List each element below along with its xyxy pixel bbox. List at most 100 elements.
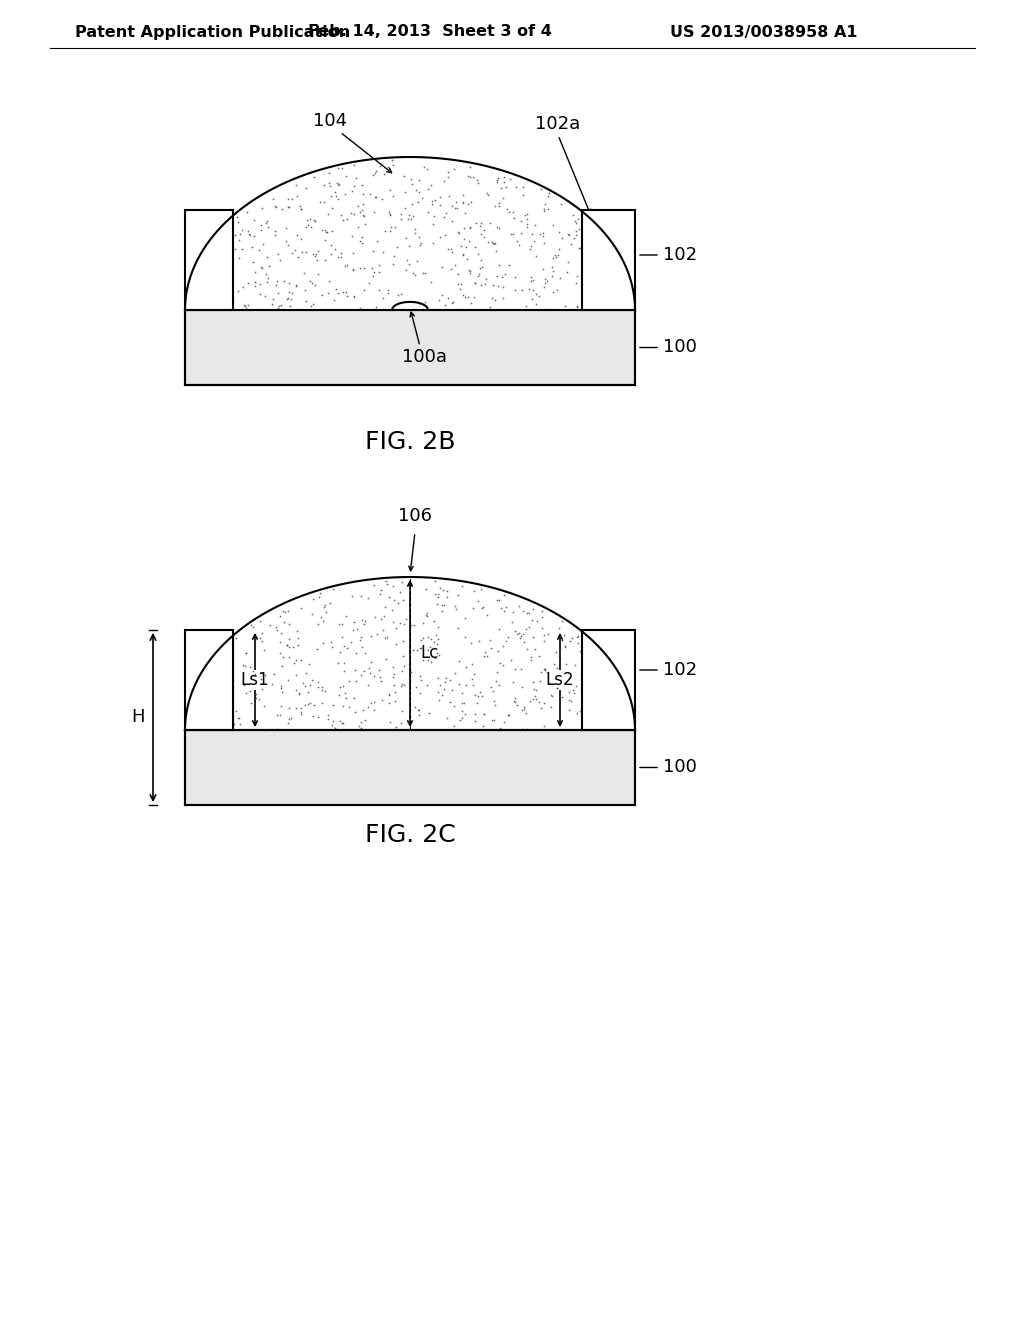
Point	[316, 176, 333, 197]
Point	[489, 640, 506, 661]
Point	[554, 686, 570, 708]
Point	[437, 672, 454, 693]
Point	[421, 702, 437, 723]
Point	[371, 261, 387, 282]
Point	[356, 660, 373, 681]
Point	[188, 709, 205, 730]
Point	[335, 675, 351, 696]
Point	[467, 684, 483, 705]
Point	[476, 704, 493, 725]
Point	[231, 223, 248, 244]
Point	[327, 718, 343, 739]
Point	[379, 573, 395, 594]
Point	[282, 296, 298, 317]
Point	[486, 232, 503, 253]
Point	[374, 690, 390, 711]
Point	[247, 272, 263, 293]
Point	[372, 667, 388, 688]
Point	[360, 696, 377, 717]
Point	[225, 231, 242, 252]
Point	[393, 713, 410, 734]
Point	[280, 669, 296, 690]
Point	[455, 243, 471, 264]
Point	[435, 170, 452, 191]
Point	[545, 260, 561, 281]
Point	[278, 230, 294, 251]
Point	[492, 652, 508, 673]
Point	[273, 198, 290, 219]
Point	[205, 688, 221, 709]
Point	[420, 178, 436, 199]
Point	[457, 704, 473, 725]
Point	[183, 281, 200, 302]
Point	[305, 294, 322, 315]
Point	[506, 690, 522, 711]
Point	[380, 201, 396, 222]
Point	[337, 682, 353, 704]
Point	[347, 643, 364, 664]
Point	[426, 610, 442, 631]
Point	[544, 685, 560, 706]
Point	[571, 701, 588, 722]
Point	[395, 675, 412, 696]
Point	[522, 235, 539, 256]
Point	[337, 183, 353, 205]
Text: Lc: Lc	[420, 644, 438, 663]
Point	[384, 612, 400, 634]
Point	[518, 296, 535, 317]
Point	[383, 216, 399, 238]
Point	[293, 698, 309, 719]
Point	[584, 708, 600, 729]
Point	[446, 696, 463, 717]
Point	[293, 598, 309, 619]
Point	[420, 640, 436, 661]
Point	[193, 675, 209, 696]
Point	[353, 232, 370, 253]
Point	[390, 285, 407, 306]
Point	[496, 585, 512, 606]
Point	[273, 676, 290, 697]
Point	[288, 275, 304, 296]
Point	[433, 595, 450, 616]
Point	[246, 226, 262, 247]
Point	[577, 227, 593, 248]
Point	[420, 202, 436, 223]
Point	[566, 227, 583, 248]
Point	[318, 222, 335, 243]
Point	[426, 632, 442, 653]
Point	[371, 280, 387, 301]
Point	[519, 209, 536, 230]
Point	[556, 636, 572, 657]
Point	[437, 294, 454, 315]
Point	[439, 161, 456, 182]
Point	[344, 181, 360, 202]
Point	[548, 247, 564, 268]
Point	[513, 676, 529, 697]
Point	[454, 708, 470, 729]
Point	[373, 671, 389, 692]
Point	[553, 630, 569, 651]
Point	[599, 272, 615, 293]
Point	[247, 664, 263, 685]
Point	[324, 714, 340, 735]
Point	[362, 626, 379, 647]
Point	[258, 210, 274, 231]
Point	[569, 702, 586, 723]
Point	[458, 626, 474, 647]
Point	[270, 296, 287, 317]
Point	[432, 186, 449, 207]
Point	[424, 190, 440, 211]
Point	[216, 246, 232, 267]
Point	[269, 282, 286, 304]
Point	[579, 689, 595, 710]
Point	[256, 696, 272, 717]
Point	[260, 268, 276, 289]
Point	[541, 624, 557, 645]
Point	[447, 598, 464, 619]
Point	[265, 289, 282, 310]
Point	[247, 261, 263, 282]
Point	[228, 206, 245, 227]
Point	[401, 235, 418, 256]
Point	[560, 689, 577, 710]
Point	[182, 288, 199, 309]
